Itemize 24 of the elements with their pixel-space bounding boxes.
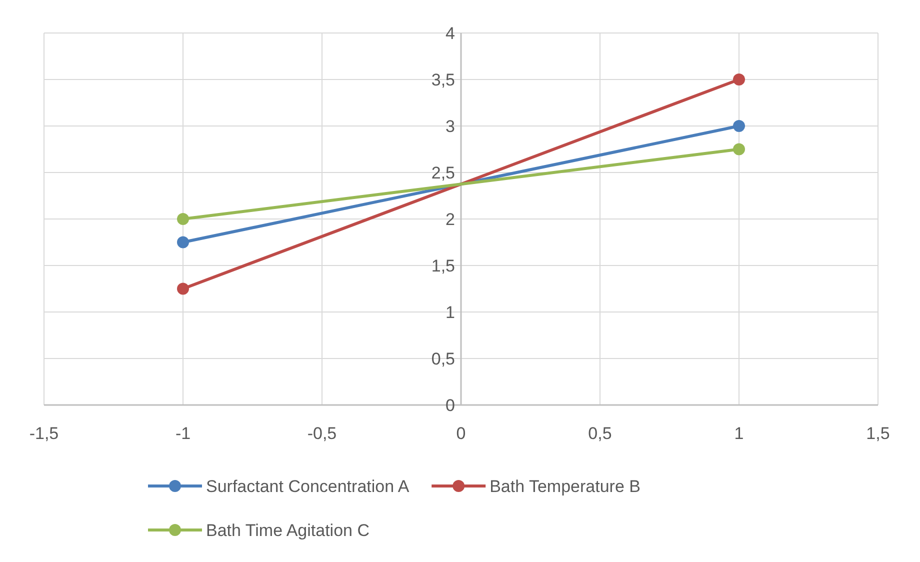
legend-label: Surfactant Concentration A — [206, 476, 410, 496]
point — [733, 120, 745, 132]
y-tick-label: 4 — [446, 24, 455, 43]
x-tick-label: -1,5 — [29, 424, 59, 443]
x-tick-label: 1 — [734, 424, 744, 443]
y-tick-label: 1,5 — [431, 256, 455, 276]
point — [177, 213, 189, 225]
y-tick-label: 2 — [446, 210, 455, 229]
point — [733, 74, 745, 86]
point — [733, 143, 745, 156]
legend-label: Bath Time Agitation C — [206, 520, 370, 540]
x-tick-label: -1 — [175, 424, 191, 443]
x-tick-label: 0,5 — [588, 424, 612, 443]
y-tick-label: 3 — [446, 116, 455, 136]
point — [177, 236, 189, 248]
x-tick-label: -0,5 — [307, 424, 337, 443]
point — [177, 282, 189, 295]
y-tick-label: 3,5 — [431, 70, 455, 90]
legend-label: Bath Temperature B — [490, 476, 640, 496]
y-tick-label: 2,5 — [431, 163, 455, 182]
y-tick-label: 0,5 — [431, 349, 455, 368]
y-tick-label: 1 — [446, 302, 455, 322]
x-tick-label: 1,5 — [866, 424, 890, 443]
y-tick-label: 0 — [446, 396, 455, 415]
